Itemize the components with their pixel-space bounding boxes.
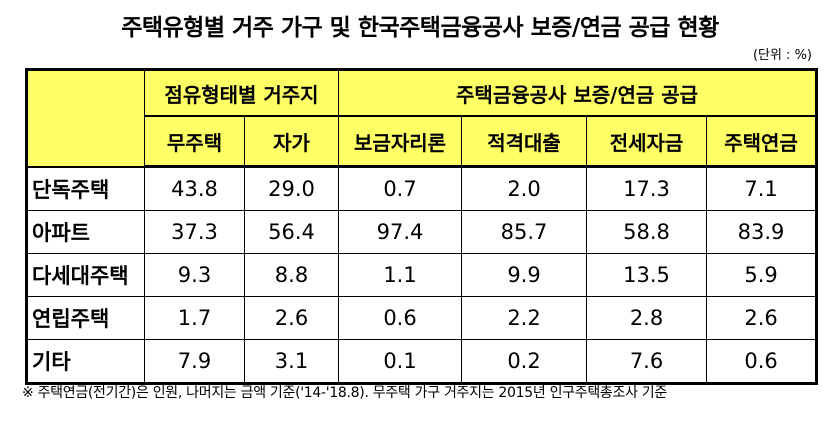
row-header: 연립주택	[26, 296, 145, 340]
cell: 0.1	[338, 339, 463, 384]
cell: 0.6	[338, 296, 463, 340]
cell: 58.8	[586, 210, 708, 254]
row-header: 다세대주택	[26, 253, 145, 297]
cell: 9.9	[461, 253, 588, 297]
column-header: 무주택	[144, 115, 245, 168]
row-header: 단독주택	[26, 166, 145, 211]
footnote: ※ 주택연금(전기간)은 인원, 나머지는 금액 기준('14-'18.8). …	[22, 385, 667, 401]
column-header: 전세자금	[586, 115, 708, 168]
cell: 17.3	[586, 166, 708, 211]
header-row: 점유형태별 거주지 주택금융공사 보증/연금 공급	[26, 69, 818, 168]
cell: 13.5	[586, 253, 708, 297]
header-row: 무주택 자가 보금자리론 적격대출 전세자금 주택연금	[27, 115, 818, 168]
cell: 7.6	[586, 339, 708, 384]
table-row: 연립주택 1.7 2.6 0.6 2.2 2.8 2.6	[26, 296, 818, 340]
group-header: 주택금융공사 보증/연금 공급	[338, 69, 818, 117]
cell: 1.1	[338, 253, 463, 297]
cell: 2.6	[706, 296, 818, 340]
unit: (단위 : %)	[752, 48, 812, 63]
cell: 0.7	[338, 166, 463, 211]
row-header: 아파트	[26, 210, 145, 254]
table-row: 다세대주택 9.3 8.8 1.1 9.9 13.5 5.9	[26, 253, 818, 297]
row-header: 기타	[26, 339, 145, 384]
cell: 97.4	[338, 210, 463, 254]
title: 주택유형별 거주 가구 및 한국주택금융공사 보증/연금 공급 현황	[121, 15, 719, 41]
cell: 2.0	[461, 166, 588, 211]
cell: 0.6	[706, 339, 818, 384]
cell: 0.2	[461, 339, 588, 384]
cell: 3.1	[243, 339, 340, 384]
cell: 2.2	[461, 296, 588, 340]
table-row: 단독주택 43.8 29.0 0.7 2.0 17.3 7.1	[26, 166, 818, 211]
cell: 2.8	[586, 296, 708, 340]
group-header: 점유형태별 거주지	[143, 69, 340, 117]
cell: 9.3	[144, 253, 245, 297]
table-row: 기타 7.9 3.1 0.1 0.2 7.6 0.6	[26, 339, 818, 384]
column-header: 주택연금	[706, 115, 818, 168]
cell: 85.7	[461, 210, 588, 254]
table-row: 아파트 37.3 56.4 97.4 85.7 58.8 83.9	[26, 210, 818, 254]
column-header: 적격대출	[461, 115, 588, 168]
cell: 7.9	[144, 339, 245, 384]
column-header: 자가	[243, 115, 340, 168]
cell: 37.3	[144, 210, 245, 254]
table-body: 단독주택 43.8 29.0 0.7 2.0 17.3 7.1 아파트 37.3 56.4 97.4…	[26, 166, 818, 384]
cell: 8.8	[243, 253, 340, 297]
cell: 29.0	[243, 166, 340, 211]
cell: 43.8	[144, 166, 245, 211]
corner-cell	[26, 69, 145, 168]
cell: 56.4	[243, 210, 340, 254]
column-header: 보금자리론	[338, 115, 463, 168]
cell: 83.9	[706, 210, 818, 254]
cell: 1.7	[144, 296, 245, 340]
table-head: 점유형태별 거주지 주택금융공사 보증/연금 공급 무주택 자가 보금자리론 적격대출…	[26, 69, 818, 168]
cell: 7.1	[706, 166, 818, 211]
cell: 2.6	[243, 296, 340, 340]
cell: 5.9	[706, 253, 818, 297]
data-table: 점유형태별 거주지 주택금융공사 보증/연금 공급 무주택 자가 보금자리론 적격대출…	[25, 68, 819, 385]
